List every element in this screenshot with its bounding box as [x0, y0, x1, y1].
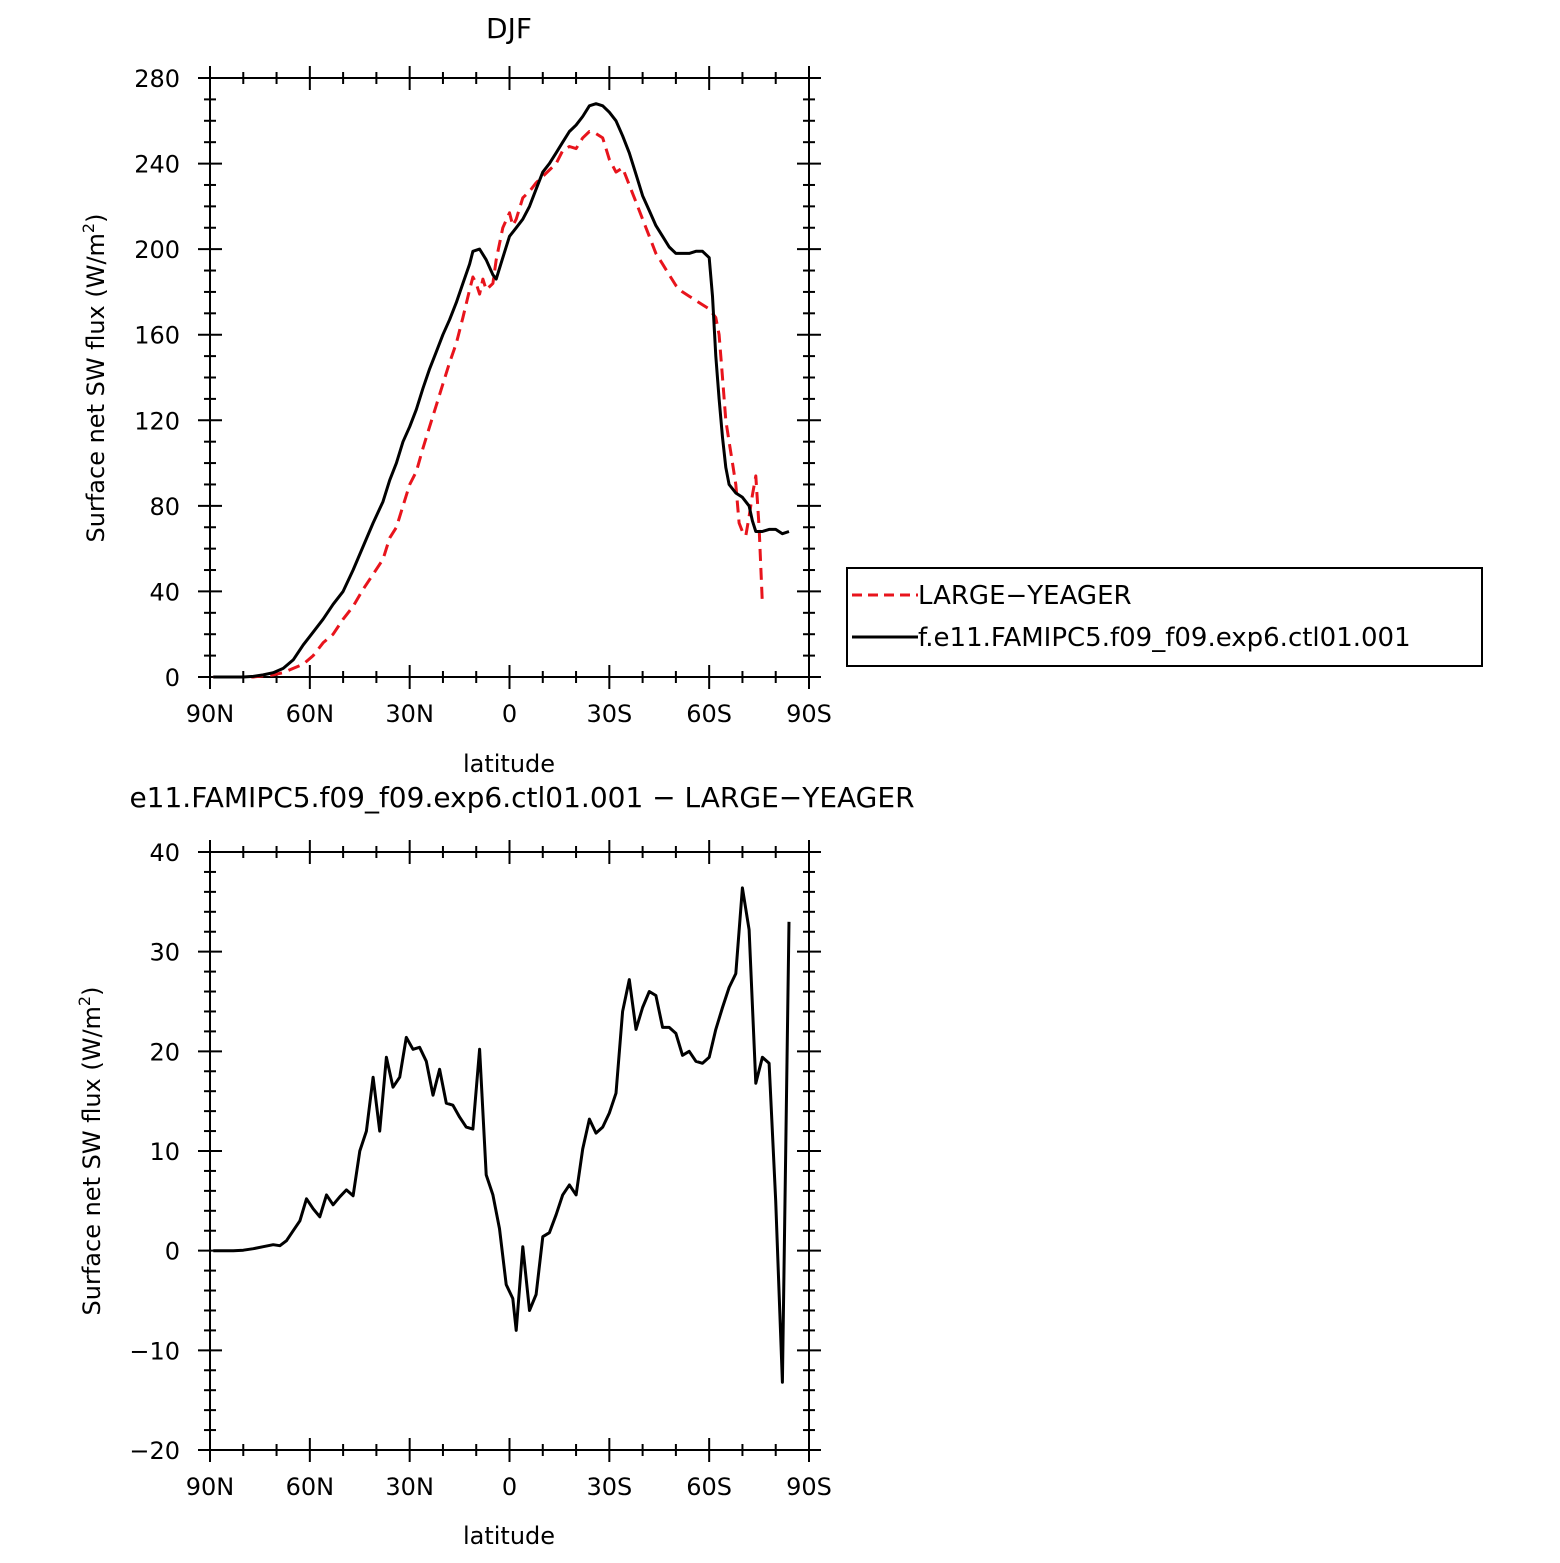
top-chart-x-tick-label: 60S: [686, 700, 732, 728]
bottom-chart: e11.FAMIPC5.f09_f09.exp6.ctl01.001 − LAR…: [75, 781, 915, 1550]
bottom-chart-x-tick-label: 90N: [186, 1473, 235, 1501]
legend: LARGE−YEAGER f.e11.FAMIPC5.f09_f09.exp6.…: [846, 567, 1483, 667]
bottom-chart-y-tick-label: 30: [149, 939, 180, 967]
bottom-chart-y-axis-title: Surface net SW flux (W/m2): [75, 987, 106, 1316]
top-chart-x-axis-title: latitude: [463, 750, 555, 778]
bottom-chart-y-tick-label: 20: [149, 1038, 180, 1066]
bottom-chart-x-tick-label: 30S: [586, 1473, 632, 1501]
top-chart-y-tick-label: 120: [134, 407, 180, 435]
bottom-chart-y-tick-label: −10: [129, 1337, 180, 1365]
bottom-chart-title: e11.FAMIPC5.f09_f09.exp6.ctl01.001 − LAR…: [129, 781, 914, 814]
top-chart-y-axis-title: Surface net SW flux (W/m2): [79, 214, 110, 543]
top-chart: DJF Surface net SW flux (W/m2) latitude …: [79, 12, 832, 778]
bottom-chart-x-tick-label: 0: [502, 1473, 517, 1501]
top-chart-y-tick-label: 40: [149, 578, 180, 606]
bottom-chart-x-axis-title: latitude: [463, 1522, 555, 1550]
bottom-chart-x-tick-label: 60N: [286, 1473, 335, 1501]
top-chart-title: DJF: [486, 12, 532, 45]
bottom-chart-plot-area: 90N 60N 30N 0 30S 60S 90S −20 −10 0 10 20 30 40: [129, 839, 832, 1501]
top-chart-y-tick-label: 280: [134, 65, 180, 93]
bottom-chart-frame: [209, 851, 810, 1451]
top-chart-plot-area: 90N 60N 30N 0 30S 60S 90S 0 40 80 120 160 200 240 280: [134, 65, 832, 728]
bottom-chart-y-tick-label: 0: [165, 1238, 180, 1266]
top-chart-x-tick-label: 60N: [286, 700, 335, 728]
legend-box: [846, 567, 1483, 667]
top-chart-frame: [209, 77, 810, 678]
top-chart-y-tick-label: 200: [134, 236, 180, 264]
bottom-chart-y-tick-label: −20: [129, 1437, 180, 1465]
top-chart-x-tick-label: 30N: [385, 700, 434, 728]
top-chart-x-tick-label: 90N: [186, 700, 235, 728]
top-chart-y-tick-label: 240: [134, 151, 180, 179]
top-chart-y-tick-label: 160: [134, 322, 180, 350]
bottom-chart-x-tick-label: 90S: [786, 1473, 832, 1501]
bottom-chart-x-tick-label: 60S: [686, 1473, 732, 1501]
bottom-chart-y-tick-label: 10: [149, 1138, 180, 1166]
top-chart-y-tick-label: 0: [165, 664, 180, 692]
bottom-chart-x-tick-label: 30N: [385, 1473, 434, 1501]
top-chart-x-tick-label: 90S: [786, 700, 832, 728]
top-chart-x-tick-label: 30S: [586, 700, 632, 728]
legend-label-ctl01: f.e11.FAMIPC5.f09_f09.exp6.ctl01.001: [918, 623, 1411, 653]
top-chart-y-tick-label: 80: [149, 493, 180, 521]
top-chart-series-line-0: [213, 130, 764, 679]
top-chart-series-line-1: [213, 102, 790, 679]
bottom-chart-series-line-0: [213, 886, 791, 1384]
legend-label-large-yeager: LARGE−YEAGER: [918, 581, 1132, 611]
bottom-chart-y-tick-label: 40: [149, 839, 180, 867]
top-chart-x-tick-label: 0: [502, 700, 517, 728]
